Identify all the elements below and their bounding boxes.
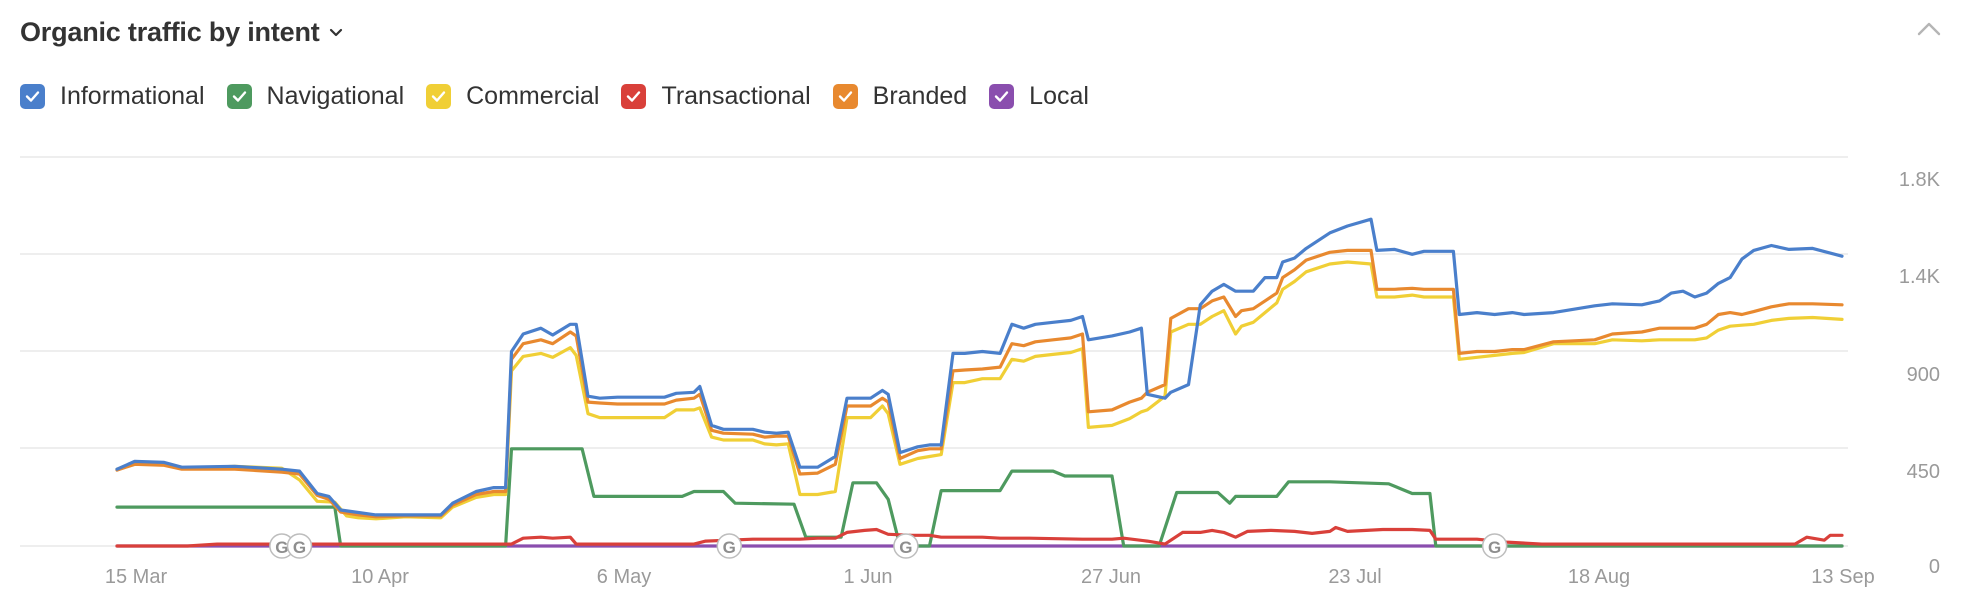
check-icon: [431, 90, 446, 102]
series-line-branded[interactable]: [115, 248, 1844, 519]
legend-item-commercial[interactable]: Commercial: [426, 82, 599, 111]
check-icon: [838, 90, 852, 102]
series-line-commercial[interactable]: [115, 260, 1844, 521]
google-update-icon[interactable]: G: [1481, 533, 1508, 559]
legend-label: Transactional: [661, 81, 811, 110]
x-tick-label: 15 Mar: [105, 566, 168, 588]
google-update-icon[interactable]: G: [716, 533, 743, 559]
x-tick-label: 23 Jul: [1328, 566, 1381, 588]
legend-item-local[interactable]: Local: [989, 82, 1089, 111]
google-update-icon[interactable]: G: [893, 533, 919, 559]
legend: Informational Navigational Commercial Trans…: [20, 78, 1111, 114]
y-tick-label: 1.4K: [1899, 266, 1941, 288]
series-line-informational[interactable]: [115, 217, 1844, 517]
legend-item-informational[interactable]: Informational: [20, 82, 205, 111]
checkbox-navigational[interactable]: [226, 83, 252, 109]
series-line-transactional[interactable]: [115, 525, 1844, 548]
collapse-button[interactable]: [1912, 14, 1946, 48]
chevron-up-icon: [1916, 21, 1942, 42]
google-update-icon[interactable]: G: [286, 533, 313, 559]
google-update-icon[interactable]: G: [269, 533, 295, 559]
check-icon: [232, 90, 246, 102]
legend-label: Commercial: [466, 81, 600, 110]
x-tick-label: 6 May: [597, 566, 651, 588]
legend-item-branded[interactable]: Branded: [832, 81, 968, 111]
x-tick-label: 10 Apr: [351, 566, 409, 588]
series-line-navigational[interactable]: [115, 447, 1844, 548]
chevron-down-icon: [328, 24, 344, 40]
update-marker-label: G: [293, 538, 306, 557]
check-icon: [627, 90, 641, 102]
update-marker-label: G: [1488, 538, 1501, 557]
y-tick-label: 450: [1907, 461, 1940, 483]
x-tick-label: 18 Aug: [1568, 566, 1630, 588]
legend-label: Local: [1029, 81, 1089, 110]
checkbox-branded[interactable]: [832, 83, 858, 109]
legend-item-transactional[interactable]: Transactional: [621, 81, 811, 111]
check-icon: [994, 90, 1009, 102]
checkbox-transactional[interactable]: [621, 83, 647, 109]
legend-label: Branded: [872, 81, 968, 110]
legend-label: Navigational: [266, 81, 405, 110]
update-marker-label: G: [275, 538, 288, 557]
legend-item-navigational[interactable]: Navigational: [226, 81, 405, 111]
update-marker-label: G: [899, 538, 912, 557]
chart-title: Organic traffic by intent: [20, 16, 320, 47]
x-tick-label: 13 Sep: [1811, 566, 1874, 588]
y-tick-label: 1.8K: [1899, 169, 1941, 191]
x-tick-label: 1 Jun: [844, 566, 893, 588]
update-marker-label: G: [723, 538, 736, 557]
y-tick-label: 0: [1929, 556, 1940, 578]
check-icon: [25, 90, 40, 102]
chart-title-dropdown[interactable]: Organic traffic by intent: [20, 14, 344, 50]
x-tick-label: 27 Jun: [1081, 566, 1141, 588]
checkbox-local[interactable]: [989, 83, 1015, 109]
legend-label: Informational: [60, 81, 205, 110]
checkbox-commercial[interactable]: [426, 83, 452, 109]
y-tick-label: 900: [1907, 364, 1940, 386]
checkbox-informational[interactable]: [20, 83, 45, 109]
